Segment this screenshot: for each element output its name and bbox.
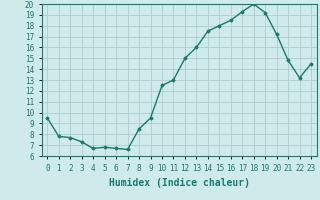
X-axis label: Humidex (Indice chaleur): Humidex (Indice chaleur) — [109, 178, 250, 188]
